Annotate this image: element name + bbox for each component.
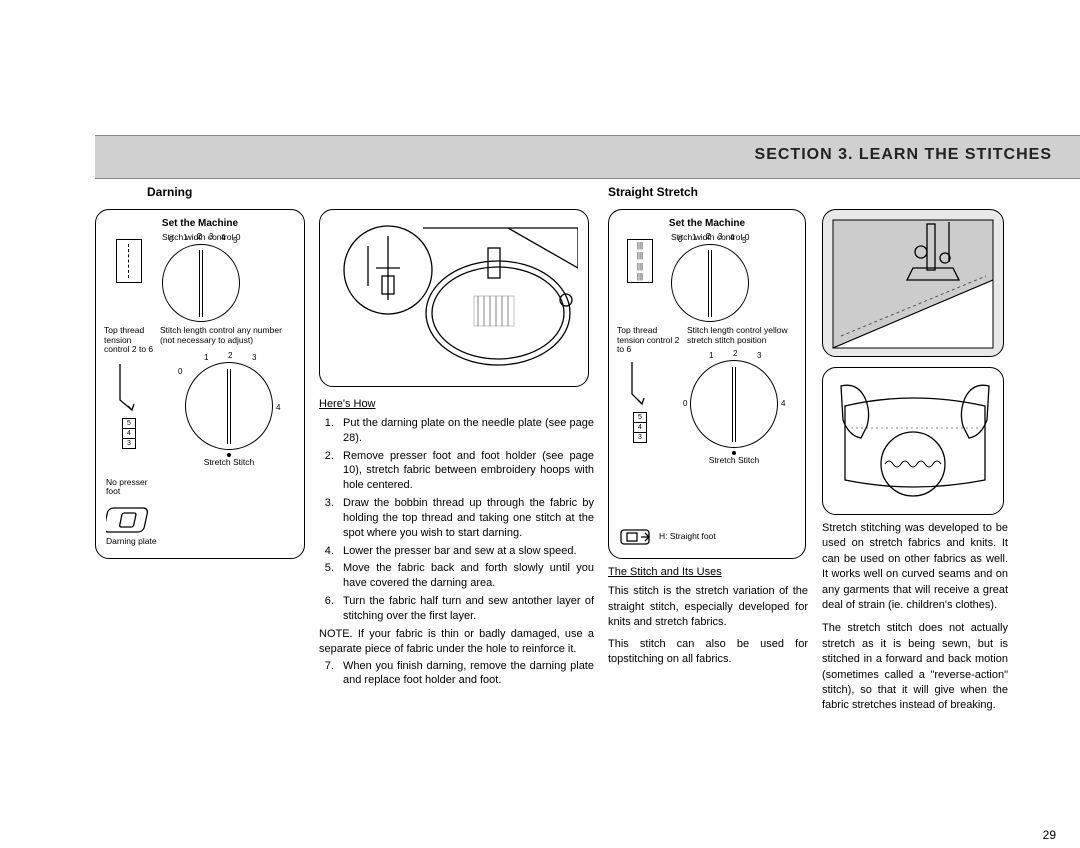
top-thread-label-2: Top thread tension control 2 to 6 [617,326,681,354]
hands-stretching-fabric-icon [831,376,995,508]
stitch-pattern-icon: |||||||||||| [627,239,653,283]
heres-how-heading: Here's How [319,397,594,412]
step-5: Move the fabric back and forth slowly un… [337,561,594,591]
section-heading: SECTION 3. LEARN THE STITCHES [755,146,1052,164]
tension-indicator-2: 5 4 3 [633,412,647,443]
stretch-stitch-label: Stretch Stitch [204,458,255,467]
stitch-length-label-2: Stitch length control yellow stretch sti… [687,326,797,354]
darning-plate-icon [106,505,152,535]
uses-p2: This stitch can also be used for topstit… [608,637,808,668]
step-6: Turn the fabric half turn and sew antoth… [337,594,594,624]
header-band: SECTION 3. LEARN THE STITCHES [95,135,1080,179]
straight-foot-icon [619,526,653,548]
foot-label: H: Straight foot [659,532,716,541]
darning-hoop-illustration [328,218,578,378]
needle-diagram [116,239,142,283]
stitch-width-dial: 0 1 2 3 4 5 [162,244,240,322]
tension-indicator: 5 4 3 [122,418,136,449]
tension-arrow-icon-2 [626,360,654,406]
stitch-length-dial-2: 0 1 2 3 4 [690,360,778,448]
step-4: Lower the presser bar and sew at a slow … [337,544,594,559]
right-p2: The stretch stitch does not actually str… [822,621,1008,713]
step-3: Draw the bobbin thread up through the fa… [337,496,594,541]
stitch-length-dial: 0 1 2 3 4 [185,362,273,450]
top-thread-label: Top thread tension control 2 to 6 [104,326,154,354]
tension-arrow-icon [114,362,144,412]
uses-p1: This stitch is the stretch variation of … [608,584,808,630]
darning-steps: Here's How Put the darning plate on the … [319,397,594,691]
stretch-illustration-2 [822,367,1004,515]
stretch-right-text: Stretch stitching was developed to be us… [822,521,1008,714]
step-1: Put the darning plate on the needle plat… [337,416,594,446]
step-7: When you finish darning, remove the darn… [337,659,594,689]
darning-plate-label: Darning plate [106,537,157,546]
stitch-width-dial-2: 0 1 2 3 4 5 [671,244,749,322]
darning-settings-panel: Set the Machine Stitch width control 0 0… [95,209,305,559]
set-machine-label-2: Set the Machine [617,218,797,229]
stretch-stitch-label-2: Stretch Stitch [709,456,760,465]
right-p1: Stretch stitching was developed to be us… [822,521,1008,613]
presser-foot-stitching-icon [831,218,995,350]
set-machine-label: Set the Machine [104,218,296,229]
stitch-length-label: Stitch length control any number (not ne… [160,326,296,354]
stretch-uses: The Stitch and Its Uses This stitch is t… [608,565,808,667]
uses-heading: The Stitch and Its Uses [608,565,808,580]
no-presser-label: No presser foot [106,478,156,497]
darning-illustration [319,209,589,387]
page-content: Darning Set the Machine Stitch width con… [95,185,1060,838]
stretch-title: Straight Stretch [608,185,808,199]
stretch-settings-panel: Set the Machine |||||||||||| Stitch widt… [608,209,806,559]
darning-title: Darning [147,185,305,199]
step-2: Remove presser foot and foot holder (see… [337,449,594,494]
page-number: 29 [1043,828,1056,842]
stretch-illustration-1 [822,209,1004,357]
darning-note: NOTE. If your fabric is thin or badly da… [319,627,594,657]
